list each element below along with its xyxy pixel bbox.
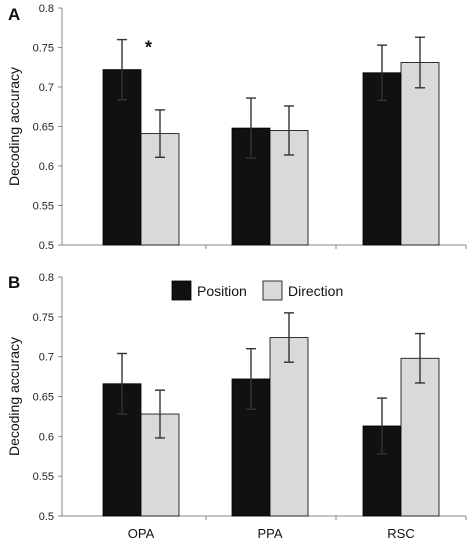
y-tick-label: 0.75 [33,43,54,55]
y-tick-label: 0.5 [39,511,54,523]
y-axis-title: Decoding accuracy [6,67,22,186]
legend-label-position: Position [197,283,247,299]
legend-swatch-position [171,280,192,301]
x-category-label: PPA [257,526,282,541]
y-tick-label: 0.55 [33,471,54,483]
y-tick-label: 0.75 [33,312,54,324]
y-tick-label: 0.8 [39,3,54,15]
x-category-label: OPA [128,526,155,541]
y-tick-label: 0.7 [39,352,54,364]
significance-annotation: * [145,38,152,58]
y-tick-label: 0.7 [39,82,54,94]
legend-swatch-direction [262,280,283,301]
bar-direction-rsc [400,357,440,517]
x-category-label: RSC [387,526,414,541]
chart-panel-b: B 0.5 0.55 0.6 0.65 0.7 0.75 0.8 Decoding accura… [6,272,467,541]
y-tick-label: 0.8 [39,272,54,284]
legend: Position Direction [171,280,343,301]
y-tick-label: 0.6 [39,431,54,443]
panel-letter: A [8,5,20,24]
y-tick-label: 0.6 [39,161,54,173]
bar-direction-ppa [269,337,309,517]
y-tick-label: 0.5 [39,240,54,252]
y-tick-label: 0.55 [33,201,54,213]
y-axis-title: Decoding accuracy [6,337,22,456]
bar-direction-rsc [400,62,440,246]
chart-panel-a: A 0.5 0.55 0.6 0.65 0.7 0.75 0.8 Decoding accura… [6,3,467,252]
y-tick-label: 0.65 [33,122,54,134]
panel-letter: B [8,273,20,292]
y-tick-label: 0.65 [33,392,54,404]
legend-label-direction: Direction [288,283,343,299]
